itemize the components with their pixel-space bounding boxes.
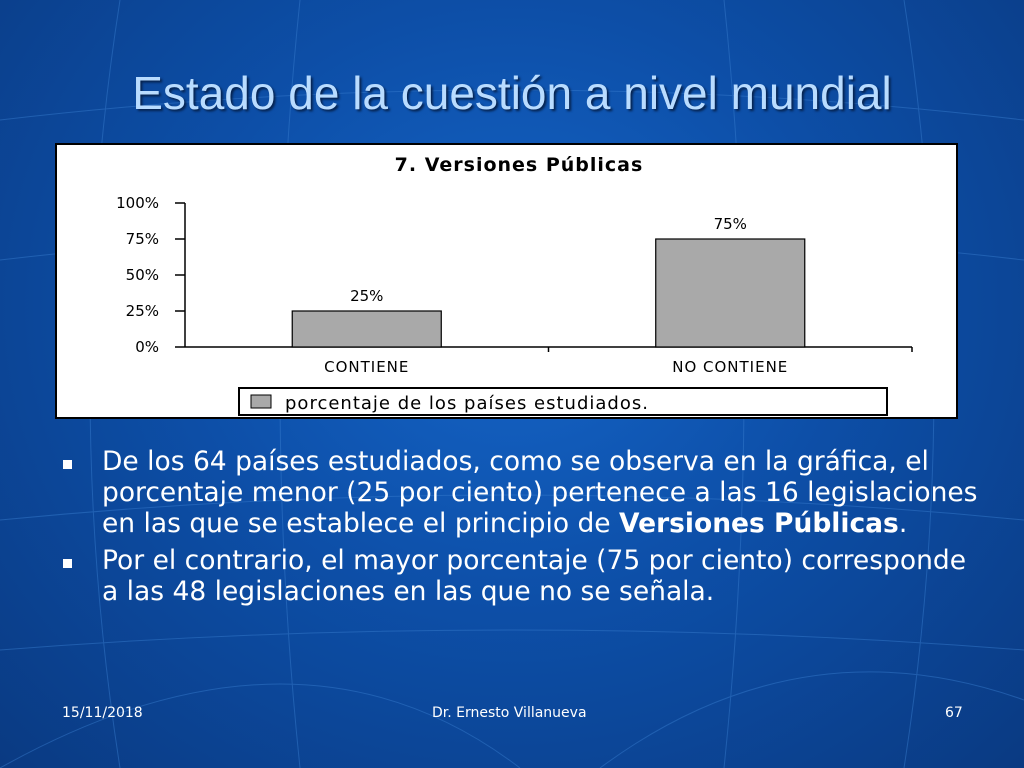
- y-tick-label: 50%: [126, 266, 159, 284]
- bar: [655, 238, 806, 348]
- legend-frame: [238, 387, 888, 416]
- bar: [291, 310, 442, 348]
- bullet-text: Por el contrario, el mayor porcentaje (7…: [102, 545, 966, 607]
- footer-page-number: 67: [945, 705, 963, 721]
- x-tick-label: NO CONTIENE: [672, 358, 788, 376]
- data-label: 25%: [350, 287, 383, 305]
- y-tick-label: 0%: [135, 338, 159, 356]
- bar-chart: 7. Versiones Públicas 0% 25% 50% 75% 100% 25%…: [55, 143, 958, 419]
- bullet-text-end: .: [898, 508, 908, 539]
- bullet-bold-text: Versiones Públicas: [619, 508, 899, 539]
- data-label: 75%: [714, 215, 747, 233]
- footer-date: 15/11/2018: [62, 705, 143, 721]
- x-tick-label: CONTIENE: [324, 358, 409, 376]
- bullet-square-icon: [63, 559, 72, 568]
- bullet-list: De los 64 países estudiados, como se obs…: [60, 446, 980, 613]
- y-tick-label: 75%: [126, 230, 159, 248]
- legend: porcentaje de los países estudiados.: [238, 387, 888, 416]
- slide-title: Estado de la cuestión a nivel mundial: [132, 67, 892, 119]
- chart-svg: 7. Versiones Públicas 0% 25% 50% 75% 100% 25%…: [116, 154, 913, 416]
- bullet-item: De los 64 países estudiados, como se obs…: [60, 446, 980, 539]
- legend-label: porcentaje de los países estudiados.: [285, 393, 649, 414]
- chart-title: 7. Versiones Públicas: [395, 154, 644, 176]
- bullet-item: Por el contrario, el mayor porcentaje (7…: [60, 545, 980, 607]
- y-tick-label: 25%: [126, 302, 159, 320]
- bullet-square-icon: [63, 460, 72, 469]
- footer-author: Dr. Ernesto Villanueva: [432, 705, 587, 721]
- bullet-text: De los 64 países estudiados, como se obs…: [102, 446, 978, 539]
- y-tick-label: 100%: [116, 194, 159, 212]
- legend-swatch: [250, 394, 272, 409]
